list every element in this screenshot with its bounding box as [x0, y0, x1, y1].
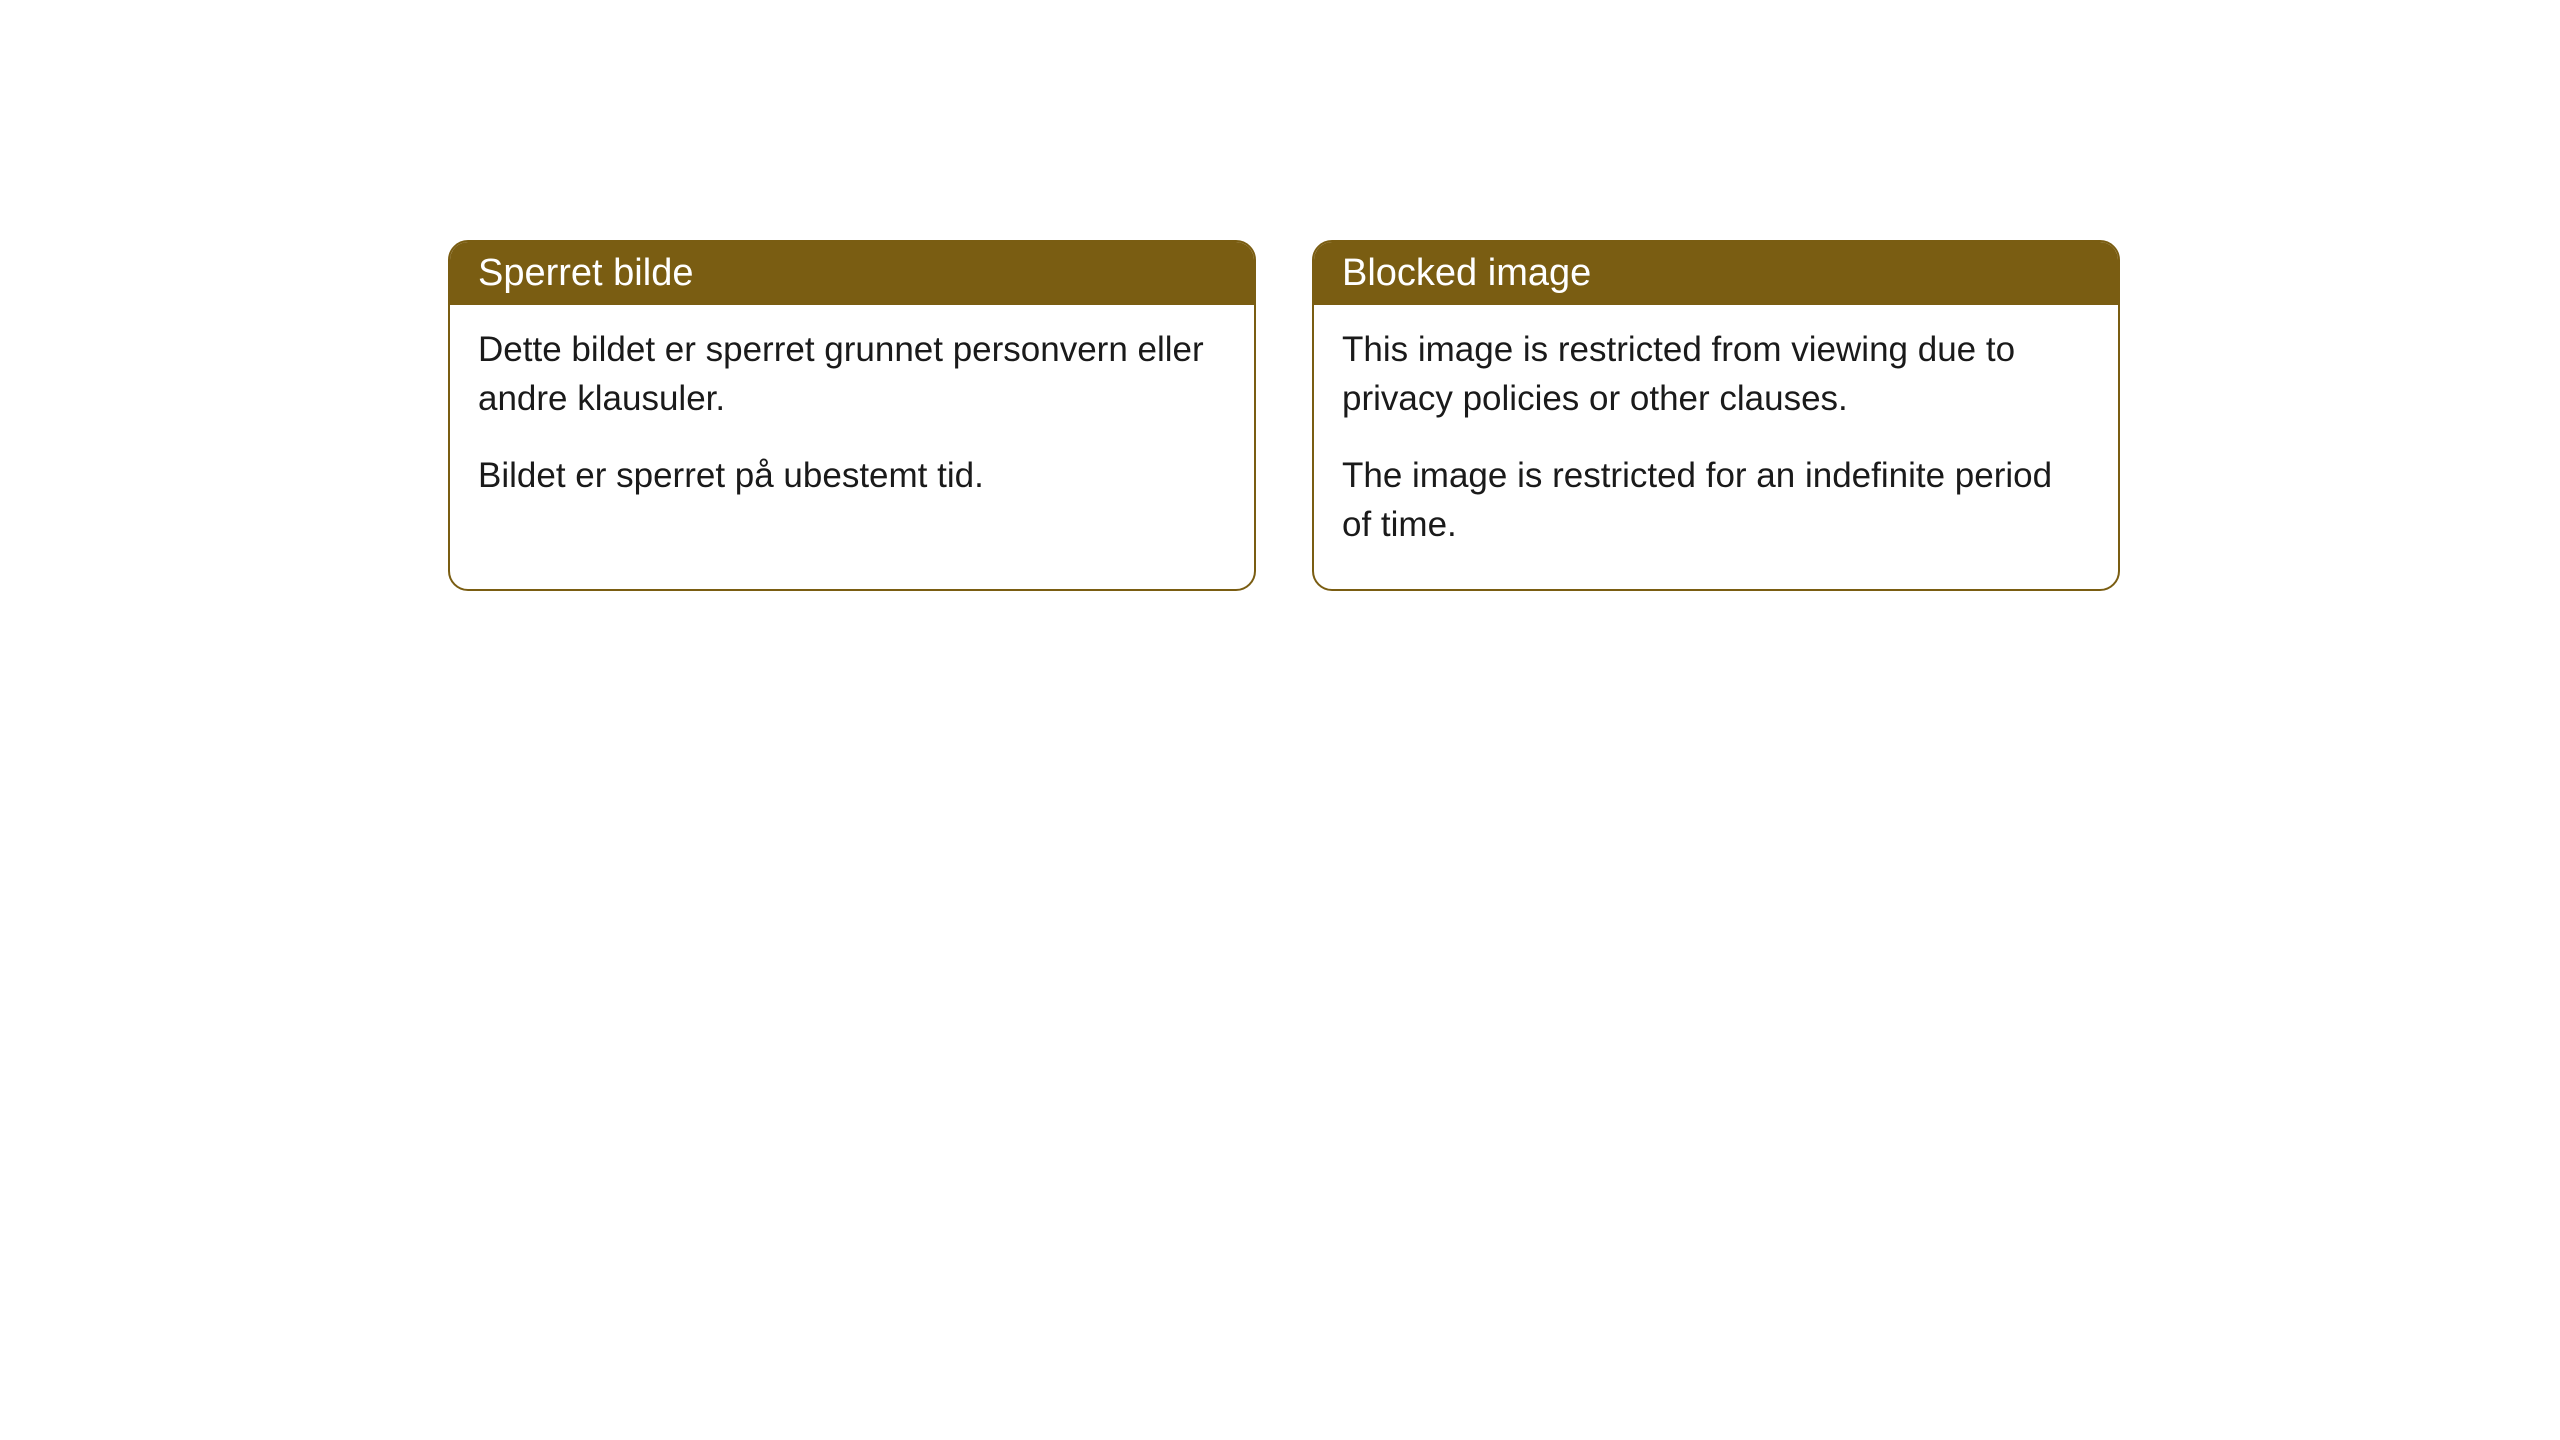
notice-card-norwegian: Sperret bilde Dette bildet er sperret gr… [448, 240, 1256, 591]
card-title: Blocked image [1342, 252, 1591, 294]
card-paragraph: Bildet er sperret på ubestemt tid. [478, 451, 1226, 500]
card-title: Sperret bilde [478, 252, 693, 294]
card-paragraph: The image is restricted for an indefinit… [1342, 451, 2090, 549]
card-paragraph: This image is restricted from viewing du… [1342, 325, 2090, 423]
card-header: Sperret bilde [450, 242, 1254, 305]
card-body: Dette bildet er sperret grunnet personve… [450, 305, 1254, 540]
notice-card-english: Blocked image This image is restricted f… [1312, 240, 2120, 591]
notice-cards-container: Sperret bilde Dette bildet er sperret gr… [448, 240, 2120, 591]
card-body: This image is restricted from viewing du… [1314, 305, 2118, 589]
card-paragraph: Dette bildet er sperret grunnet personve… [478, 325, 1226, 423]
card-header: Blocked image [1314, 242, 2118, 305]
